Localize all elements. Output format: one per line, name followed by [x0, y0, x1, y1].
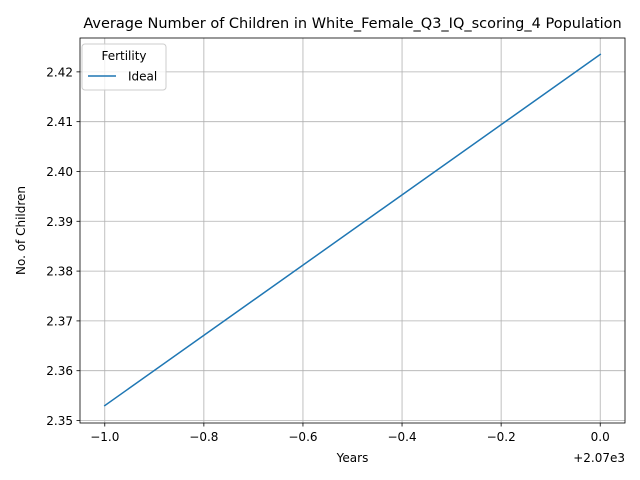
grid-lines [80, 38, 625, 423]
y-axis-label: No. of Children [14, 186, 28, 275]
legend-title: Fertility [101, 49, 146, 63]
x-axis-label: Years [336, 451, 369, 465]
legend: Fertility Ideal [81, 43, 167, 91]
y-tick-label: 2.37 [46, 314, 73, 328]
x-tick-label: −0.2 [487, 430, 516, 444]
y-axis-ticks: 2.35 2.36 2.37 2.38 2.39 2.40 2.41 2.42 [46, 65, 80, 428]
x-axis-offset-label: +2.07e3 [573, 451, 625, 465]
y-tick-label: 2.36 [46, 364, 73, 378]
legend-entries: Ideal [88, 70, 157, 84]
series-line-ideal [103, 53, 602, 407]
y-tick-label: 2.38 [46, 265, 73, 279]
x-tick-label: −0.6 [288, 430, 317, 444]
y-tick-label: 2.40 [46, 165, 73, 179]
y-tick-label: 2.39 [46, 215, 73, 229]
legend-entry-label: Ideal [128, 70, 157, 84]
y-tick-label: 2.42 [46, 65, 73, 79]
x-axis-ticks: −1.0 −0.8 −0.6 −0.4 −0.2 0.0 [90, 423, 610, 444]
x-tick-label: −0.4 [387, 430, 416, 444]
x-tick-label: −0.8 [189, 430, 218, 444]
y-tick-label: 2.35 [46, 414, 73, 428]
y-tick-label: 2.41 [46, 115, 73, 129]
series-lines [103, 53, 602, 407]
legend-box [81, 43, 167, 91]
x-tick-label: −1.0 [90, 430, 119, 444]
chart-title: Average Number of Children in White_Fema… [83, 16, 621, 32]
x-tick-label: 0.0 [591, 430, 610, 444]
plot-frame [79, 37, 626, 424]
